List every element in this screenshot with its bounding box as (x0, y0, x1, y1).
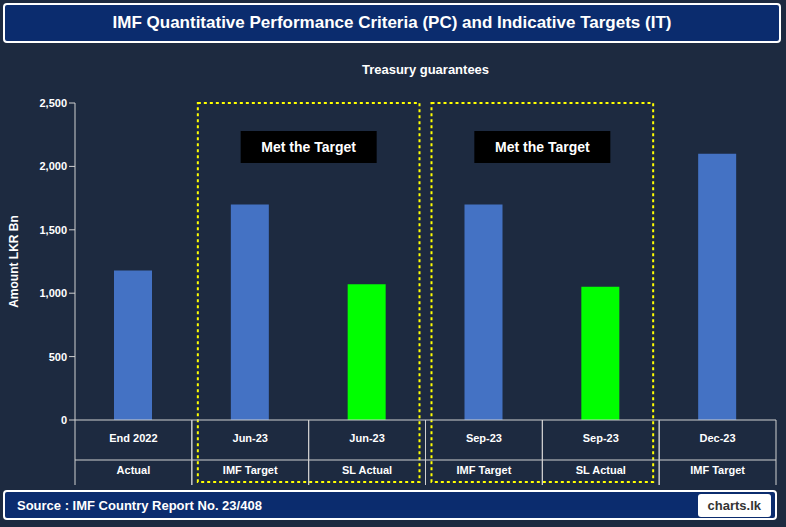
svg-text:Sep-23: Sep-23 (466, 432, 502, 444)
svg-text:0: 0 (61, 414, 67, 426)
svg-text:Met the Target: Met the Target (495, 139, 590, 155)
html-text:Source : IMF Country Report No: Source : IMF Country Report No. 23/408 (17, 497, 262, 513)
svg-text:Amount LKR Bn: Amount LKR Bn (8, 215, 21, 308)
svg-text:1,000: 1,000 (39, 287, 67, 299)
svg-text:Sep-23: Sep-23 (583, 432, 619, 444)
svg-text:500: 500 (49, 351, 67, 363)
svg-text:Jun-23: Jun-23 (349, 432, 384, 444)
svg-text:IMF Target: IMF Target (457, 464, 512, 476)
svg-text:IMF Target: IMF Target (690, 464, 745, 476)
svg-text:Met the Target: Met the Target (261, 139, 356, 155)
html-text:IMF Quantitative Performance C: IMF Quantitative Performance Criteria (P… (112, 13, 672, 32)
svg-text:1,500: 1,500 (39, 224, 67, 236)
html-text:charts.lk: charts.lk (707, 497, 761, 513)
html-text:Treasury guarantees: Treasury guarantees (361, 62, 490, 77)
svg-text:SL Actual: SL Actual (342, 464, 392, 476)
svg-text:Dec-23: Dec-23 (700, 432, 736, 444)
svg-text:2,500: 2,500 (39, 97, 67, 109)
svg-text:2,000: 2,000 (39, 160, 67, 172)
svg-text:End 2022: End 2022 (109, 432, 157, 444)
svg-text:Actual: Actual (117, 464, 151, 476)
svg-text:IMF Target: IMF Target (223, 464, 278, 476)
svg-text:Jun-23: Jun-23 (233, 432, 268, 444)
svg-text:SL Actual: SL Actual (576, 464, 626, 476)
